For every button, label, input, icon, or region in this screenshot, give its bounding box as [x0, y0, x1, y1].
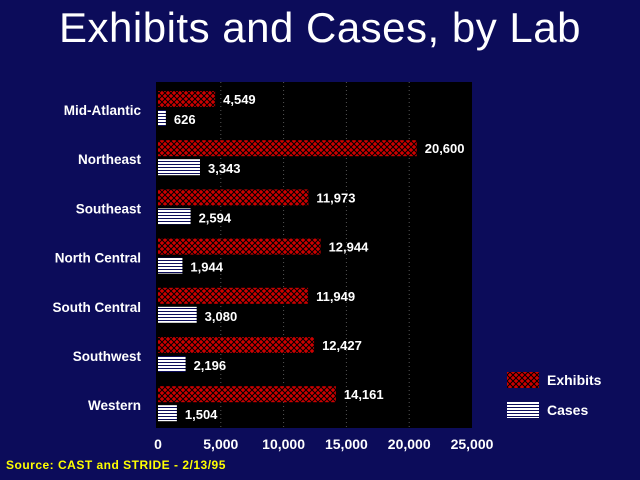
bar-cases [158, 405, 177, 422]
x-tick-label: 15,000 [325, 436, 368, 452]
x-tick-label: 0 [154, 436, 162, 452]
x-tick-label: 25,000 [451, 436, 494, 452]
data-label-exhibits: 14,161 [344, 387, 384, 402]
data-label-exhibits: 12,427 [322, 338, 362, 353]
category-label: North Central [55, 251, 141, 266]
bar-cases [158, 110, 166, 126]
data-label-exhibits: 11,973 [316, 190, 355, 205]
x-tick-label: 5,000 [203, 436, 238, 452]
data-label-exhibits: 12,944 [329, 240, 370, 255]
category-label: Southeast [76, 201, 142, 216]
bar-exhibits [158, 287, 309, 304]
category-label: Northeast [78, 152, 142, 167]
legend-swatch-exhibits [507, 372, 539, 388]
bar-exhibits [158, 140, 417, 157]
x-tick-label: 20,000 [388, 436, 431, 452]
bar-cases [158, 306, 197, 323]
data-label-cases: 1,944 [190, 260, 223, 275]
data-label-cases: 2,196 [194, 358, 227, 373]
bar-exhibits [158, 91, 216, 107]
category-label: Mid-Atlantic [64, 103, 142, 118]
data-label-cases: 3,343 [208, 161, 241, 176]
bar-cases [158, 159, 200, 176]
bar-exhibits [158, 386, 336, 403]
chart-title: Exhibits and Cases, by Lab [59, 4, 581, 51]
category-label: Western [88, 398, 141, 413]
data-label-cases: 626 [174, 112, 196, 127]
data-label-exhibits: 4,549 [223, 92, 256, 107]
data-label-cases: 3,080 [205, 309, 238, 324]
data-label-exhibits: 11,949 [316, 289, 355, 304]
category-label: Southwest [73, 349, 142, 364]
data-label-exhibits: 20,600 [425, 141, 465, 156]
legend-swatch-cases [507, 402, 539, 418]
bar-exhibits [158, 337, 315, 353]
plot-area [156, 82, 472, 428]
bar-exhibits [158, 238, 321, 255]
data-label-cases: 1,504 [185, 407, 218, 422]
bar-exhibits [158, 189, 309, 206]
source-note: Source: CAST and STRIDE - 2/13/95 [6, 458, 226, 472]
x-tick-label: 10,000 [262, 436, 305, 452]
category-label: South Central [52, 300, 141, 315]
legend-label-exhibits: Exhibits [547, 372, 602, 388]
bar-cases [158, 208, 191, 225]
bar-cases [158, 356, 186, 372]
data-label-cases: 2,594 [199, 210, 232, 225]
bar-cases [158, 257, 183, 274]
legend-label-cases: Cases [547, 402, 588, 418]
